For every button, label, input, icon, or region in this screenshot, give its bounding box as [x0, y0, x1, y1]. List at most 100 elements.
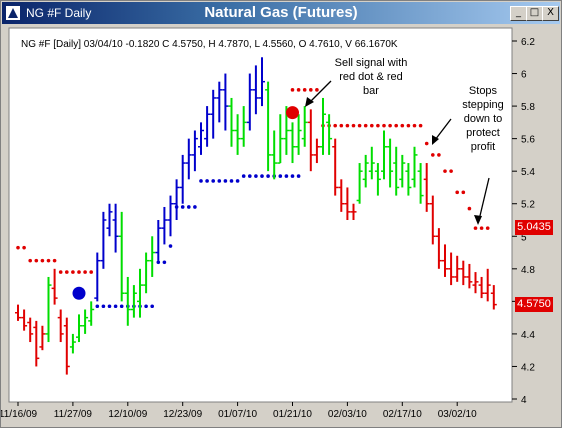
- y-tick-label: 5.2: [521, 200, 535, 211]
- stop-dot: [418, 123, 423, 128]
- price-bar: [478, 276, 485, 299]
- price-bar: [326, 114, 333, 155]
- price-bar: [332, 138, 339, 196]
- ohlc-info-line: NG #F [Daily] 03/04/10 -0.1820 C 4.5750,…: [21, 39, 398, 50]
- price-bar: [338, 179, 345, 212]
- price-bar: [344, 187, 351, 220]
- y-tick-label: 6: [521, 70, 527, 81]
- stop-dot: [89, 270, 93, 274]
- price-bar: [112, 203, 119, 253]
- stop-dot: [473, 226, 478, 230]
- stop-dot: [284, 174, 289, 178]
- stop-dot: [370, 123, 374, 128]
- price-bar: [137, 268, 143, 318]
- price-bar: [246, 73, 253, 131]
- price-bar: [423, 163, 430, 212]
- price-bar: [448, 252, 455, 286]
- chart-title: Natural Gas (Futures): [204, 4, 358, 21]
- sell-signal-dot: [286, 106, 299, 120]
- stop-dot: [394, 123, 399, 128]
- stop-dot: [205, 179, 209, 183]
- stop-dot: [400, 123, 405, 128]
- y-tick-label: 4.2: [521, 362, 535, 373]
- stop-dot: [345, 123, 350, 128]
- price-bar: [356, 163, 363, 204]
- stop-dot: [485, 226, 490, 230]
- stop-dot: [16, 245, 20, 250]
- stop-dot: [424, 141, 429, 146]
- price-bar: [155, 220, 162, 261]
- stop-dot: [296, 88, 301, 92]
- price-bar: [265, 81, 272, 172]
- price-bar: [143, 252, 150, 294]
- stop-dot: [95, 304, 100, 309]
- signal-markers: [72, 106, 299, 300]
- close-button[interactable]: X: [542, 6, 559, 21]
- stop-dot: [437, 153, 441, 157]
- price-bar: [69, 333, 76, 354]
- price-bar: [130, 285, 137, 318]
- stop-dot: [199, 179, 203, 183]
- x-axis: 11/16/09 11/27/09 12/10/09 12/23/09 01/07/10…: [1, 402, 477, 420]
- stop-dot: [296, 174, 301, 178]
- price-bar: [76, 314, 82, 343]
- price-bar: [435, 228, 442, 269]
- stop-dot: [363, 123, 368, 128]
- y-tick-label: 4.4: [521, 330, 535, 341]
- price-bar: [234, 114, 241, 155]
- price-bar: [307, 109, 314, 172]
- x-tick-label: 01/21/10: [273, 409, 312, 420]
- price-bar: [27, 317, 34, 343]
- price-bar: [82, 309, 89, 334]
- stop-dot: [168, 244, 173, 248]
- price-bar: [289, 122, 296, 164]
- stop-dot: [113, 304, 118, 309]
- stop-dot: [235, 179, 240, 183]
- stop-dot: [144, 304, 148, 309]
- stop-dot: [34, 258, 39, 263]
- price-bar: [94, 252, 101, 302]
- app-icon: [6, 6, 20, 20]
- price-bar: [179, 154, 186, 204]
- stop-dot: [333, 123, 338, 128]
- price-bar: [417, 163, 424, 204]
- price-bar: [411, 146, 418, 188]
- stop-dot: [217, 179, 222, 183]
- price-bar: [63, 317, 70, 375]
- stop-dot: [156, 260, 161, 265]
- stop-dot: [46, 258, 51, 263]
- stop-dot: [83, 270, 87, 274]
- price-bar: [295, 114, 302, 155]
- price-bar: [21, 309, 28, 331]
- stop-dot: [302, 88, 307, 92]
- stop-dot: [266, 174, 270, 178]
- x-tick-label: 11/16/09: [1, 409, 38, 420]
- stop-dot: [229, 179, 234, 183]
- stop-dot: [467, 206, 472, 211]
- stop-dot: [187, 205, 191, 209]
- price-bar: [454, 255, 461, 282]
- stop-dot: [211, 179, 215, 183]
- price-bar: [442, 244, 448, 277]
- stop-dot: [382, 123, 386, 128]
- stop-dot: [241, 174, 246, 178]
- price-bar: [490, 285, 497, 310]
- y-tick-label: 5.8: [521, 102, 535, 113]
- title-bar[interactable]: NG #F Daily Natural Gas (Futures) _ □ X: [2, 2, 560, 24]
- price-bar: [167, 195, 174, 237]
- stop-price-label: 5.0435: [515, 220, 553, 235]
- stop-dot: [260, 174, 264, 178]
- stop-dot: [248, 174, 252, 178]
- price-bar: [277, 114, 284, 164]
- price-bar: [429, 195, 436, 245]
- x-tick-label: 02/17/10: [383, 409, 422, 420]
- stop-dot: [180, 205, 185, 209]
- price-bar: [198, 122, 204, 155]
- maximize-button[interactable]: □: [526, 6, 543, 21]
- price-bar: [405, 163, 412, 196]
- stop-dot: [431, 153, 435, 157]
- price-bar: [399, 154, 406, 188]
- buy-signal-dot: [72, 286, 86, 300]
